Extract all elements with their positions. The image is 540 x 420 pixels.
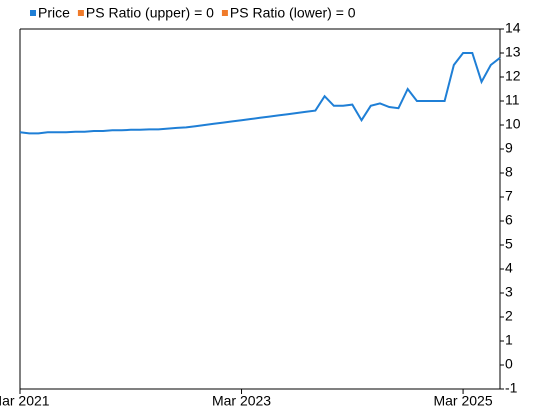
legend-label: Price [38,5,70,21]
x-tick-label: Mar 2023 [212,393,271,409]
y-tick-label: 8 [505,164,513,180]
y-tick-label: 4 [505,260,513,276]
y-tick-label: 0 [505,356,513,372]
legend-swatch [30,10,36,16]
y-tick-label: 10 [505,116,521,132]
legend-label: PS Ratio (upper) = 0 [86,5,214,21]
y-tick-label: 3 [505,284,513,300]
legend-swatch [221,10,228,16]
y-tick-label: 1 [505,332,513,348]
y-tick-label: 5 [505,236,513,252]
y-tick-label: 12 [505,68,521,84]
x-tick-label: Mar 2025 [433,393,492,409]
y-tick-label: 14 [505,20,521,36]
y-tick-label: 2 [505,308,513,324]
y-tick-label: 6 [505,212,513,228]
legend-swatch [77,10,84,16]
legend-label: PS Ratio (lower) = 0 [230,5,356,21]
line [19,52,501,135]
y-tick-label: -1 [505,380,518,396]
y-tick-label: 11 [505,92,520,108]
y-tick-label: 13 [505,44,521,60]
x-tick-label: Mar 2021 [0,393,50,409]
y-tick-label: 7 [505,188,513,204]
y-tick-label: 9 [505,140,513,156]
